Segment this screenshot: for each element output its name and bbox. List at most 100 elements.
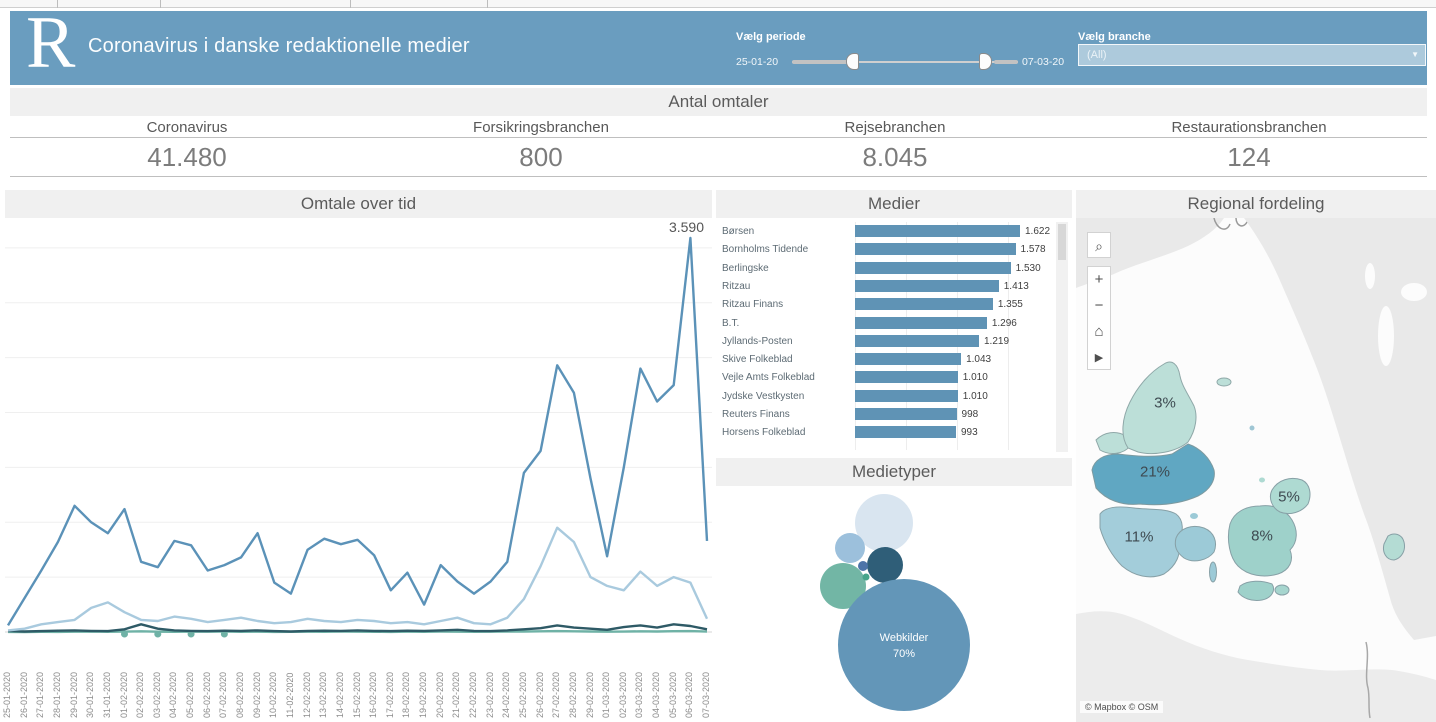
date-tick-label: 19-02-2020 [418, 671, 429, 718]
slider-segment-right[interactable] [994, 60, 1018, 64]
line-marker[interactable] [154, 630, 162, 638]
branch-dropdown[interactable]: (All) ▼ [1078, 44, 1426, 66]
bar-chart-title: Medier [716, 190, 1072, 218]
kpi-divider [10, 176, 1427, 177]
scrollbar-thumb[interactable] [1058, 224, 1066, 260]
tab-separator [160, 0, 161, 8]
date-tick-label: 26-01-2020 [18, 671, 29, 718]
media-value-label: 1.530 [1015, 262, 1041, 274]
date-tick-label: 06-02-2020 [201, 671, 212, 718]
region-share-label: 21% [1139, 463, 1171, 481]
map-island[interactable] [1237, 580, 1275, 601]
region-share-label: 8% [1251, 527, 1273, 545]
media-name-label: Vejle Amts Folkeblad [722, 372, 815, 384]
tab-separator [487, 0, 488, 8]
gridline [1008, 222, 1009, 450]
zoom-in-button[interactable]: + [1094, 271, 1104, 288]
line-marker[interactable] [220, 630, 228, 638]
map-island[interactable] [1249, 425, 1255, 431]
media-name-label: Berlingske [722, 262, 769, 274]
date-tick-label: 01-03-2020 [601, 671, 612, 718]
media-bar[interactable] [855, 225, 1020, 237]
kpi-value: 8.045 [862, 142, 928, 172]
media-bar[interactable] [855, 279, 999, 292]
kpi-section-title: Antal omtaler [10, 88, 1427, 116]
line-marker[interactable] [121, 630, 129, 638]
date-tick-label: 15-02-2020 [351, 671, 362, 718]
media-bar-row: Børsen 1.622 [716, 222, 1056, 240]
omtale-line-chart[interactable] [5, 218, 712, 638]
date-tick-label: 28-01-2020 [51, 671, 62, 718]
media-value-label: 998 [961, 409, 979, 420]
map-region-3pct[interactable] [1122, 361, 1197, 455]
media-type-bubble[interactable] [858, 561, 868, 571]
region-share-label: 11% [1124, 528, 1154, 546]
media-bar[interactable] [855, 334, 979, 347]
expand-tools-button[interactable]: ▶ [1094, 352, 1104, 364]
period-slider-handle-end[interactable] [979, 53, 992, 70]
media-name-label: B.T. [722, 317, 740, 329]
media-bar[interactable] [855, 353, 962, 366]
region-share-label: 5% [1278, 488, 1300, 506]
map-region-8pct[interactable] [1227, 505, 1297, 577]
date-tick-label: 14-02-2020 [334, 671, 345, 718]
media-name-label: Reuters Finans [722, 409, 790, 420]
media-value-label: 1.622 [1025, 226, 1051, 237]
date-tick-label: 26-02-2020 [534, 671, 545, 718]
map-island[interactable] [1259, 477, 1265, 483]
date-tick-label: 29-01-2020 [68, 671, 79, 718]
map-island[interactable] [1216, 377, 1232, 387]
media-bar-row: Vejle Amts Folkeblad 1.010 [716, 368, 1056, 386]
slider-segment-left[interactable] [792, 60, 848, 64]
map-search-button[interactable]: ⌕ [1087, 232, 1111, 258]
media-name-label: Bornholms Tidende [722, 244, 809, 256]
media-bar[interactable] [855, 243, 1016, 256]
date-tick-label: 27-01-2020 [35, 671, 46, 718]
media-bar[interactable] [855, 389, 958, 402]
period-slider-handle-start[interactable] [846, 53, 859, 70]
dashboard-header: R Coronavirus i danske redaktionelle med… [10, 2, 1427, 85]
zoom-out-button[interactable]: − [1094, 297, 1104, 314]
line-series-rejsebranchen[interactable] [7, 526, 709, 632]
map-region-21pct[interactable] [1091, 443, 1215, 506]
period-start-value: 25-01-20 [736, 56, 779, 68]
kpi-coronavirus: Coronavirus 41.480 [10, 119, 364, 173]
line-series-coronavirus[interactable] [6, 236, 709, 627]
regional-map[interactable] [1076, 218, 1436, 722]
media-bar[interactable] [855, 408, 957, 420]
date-tick-label: 03-03-2020 [634, 671, 645, 718]
map-island[interactable] [1209, 561, 1217, 583]
media-type-bubble[interactable] [862, 573, 870, 581]
scrollbar[interactable] [1056, 222, 1068, 452]
media-name-label: Jydske Vestkysten [722, 390, 805, 402]
media-bar[interactable] [855, 371, 958, 384]
media-value-label: 1.413 [1003, 280, 1029, 292]
line-marker[interactable] [187, 630, 195, 638]
date-tick-label: 07-02-2020 [218, 671, 229, 718]
date-tick-label: 29-02-2020 [584, 671, 595, 718]
media-bar[interactable] [855, 426, 956, 439]
map-island[interactable] [1274, 584, 1290, 596]
map-region-fyn[interactable] [1174, 525, 1217, 562]
line-series-forsikringsbranchen[interactable] [7, 623, 708, 633]
period-slider-track[interactable] [792, 61, 1018, 63]
media-bar[interactable] [855, 316, 987, 329]
media-type-bubble[interactable] [820, 563, 866, 609]
period-filter-label: Vælg periode [736, 31, 806, 43]
date-tick-label: 25-01-2020 [2, 671, 12, 718]
media-type-bubble-webkilder[interactable] [838, 579, 970, 711]
media-type-bubble[interactable] [867, 547, 903, 583]
kpi-label: Forsikringsbranchen [473, 119, 609, 136]
map-island[interactable] [1190, 513, 1198, 519]
media-bar-row: Jydske Vestkysten 1.010 [716, 387, 1056, 405]
media-bar[interactable] [855, 261, 1011, 274]
chevron-down-icon: ▼ [1411, 50, 1419, 59]
media-bar-row: Jyllands-Posten 1.219 [716, 332, 1056, 350]
date-tick-label: 03-02-2020 [151, 671, 162, 718]
media-bar[interactable] [855, 298, 993, 311]
media-type-bubble[interactable] [855, 494, 913, 552]
home-button[interactable]: ⌂ [1094, 323, 1104, 340]
map-region-bornholm[interactable] [1383, 533, 1405, 561]
map-region-5pct[interactable] [1269, 477, 1311, 515]
media-type-bubble[interactable] [835, 533, 865, 563]
